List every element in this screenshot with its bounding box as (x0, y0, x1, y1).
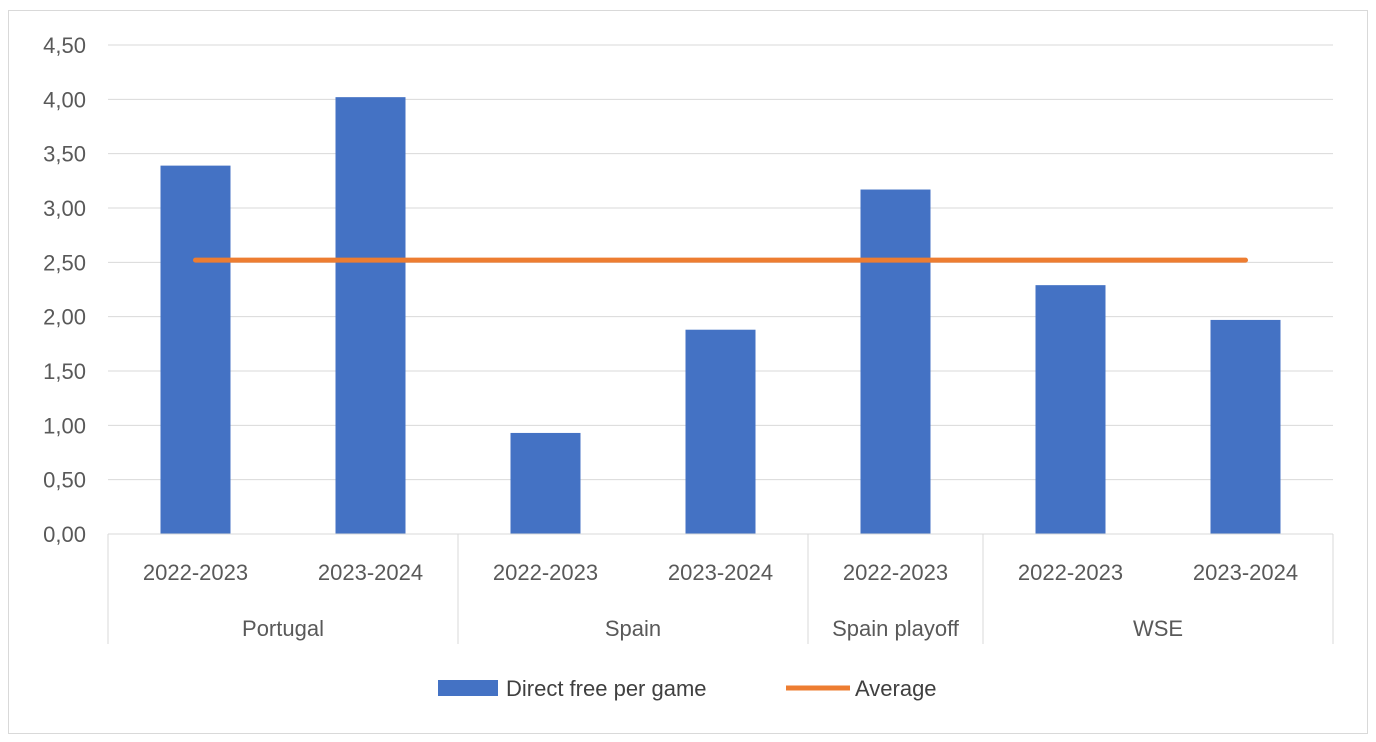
y-axis: 0,00 0,50 1,00 1,50 2,00 2,50 3,00 3,50 4,00 4,50 (43, 33, 86, 547)
bar (685, 329, 756, 534)
x-tick-label: 2022-2023 (843, 560, 948, 585)
legend-label-line: Average (855, 676, 937, 701)
legend-label-bars: Direct free per game (506, 676, 707, 701)
x-tick-label: 2022-2023 (143, 560, 248, 585)
y-tick-label: 2,50 (43, 250, 86, 275)
bar (335, 97, 406, 534)
bar (860, 189, 931, 534)
y-tick-label: 0,50 (43, 468, 86, 493)
x-group-label: Spain (605, 616, 661, 641)
x-axis: 2022-2023 2023-2024 2022-2023 2023-2024 2022… (107, 533, 1334, 644)
x-tick-label: 2023-2024 (668, 560, 773, 585)
y-tick-label: 0,00 (43, 522, 86, 547)
x-group-label: Portugal (242, 616, 324, 641)
x-tick-label: 2023-2024 (318, 560, 423, 585)
legend-swatch-bars (438, 680, 498, 696)
gridlines (108, 44, 1333, 481)
bar (1035, 285, 1106, 534)
x-group-label: WSE (1133, 616, 1183, 641)
x-tick-label: 2022-2023 (493, 560, 598, 585)
y-tick-label: 3,50 (43, 142, 86, 167)
x-tick-label: 2022-2023 (1018, 560, 1123, 585)
bars (160, 97, 1281, 534)
y-tick-label: 3,00 (43, 196, 86, 221)
bar (160, 165, 231, 534)
y-tick-label: 1,00 (43, 413, 86, 438)
legend: Direct free per game Average (438, 676, 937, 701)
bar (1210, 319, 1281, 534)
x-tick-label: 2023-2024 (1193, 560, 1298, 585)
y-tick-label: 1,50 (43, 359, 86, 384)
y-tick-label: 4,50 (43, 33, 86, 58)
bar (510, 432, 581, 534)
y-tick-label: 4,00 (43, 87, 86, 112)
y-tick-label: 2,00 (43, 305, 86, 330)
x-group-label: Spain playoff (832, 616, 960, 641)
